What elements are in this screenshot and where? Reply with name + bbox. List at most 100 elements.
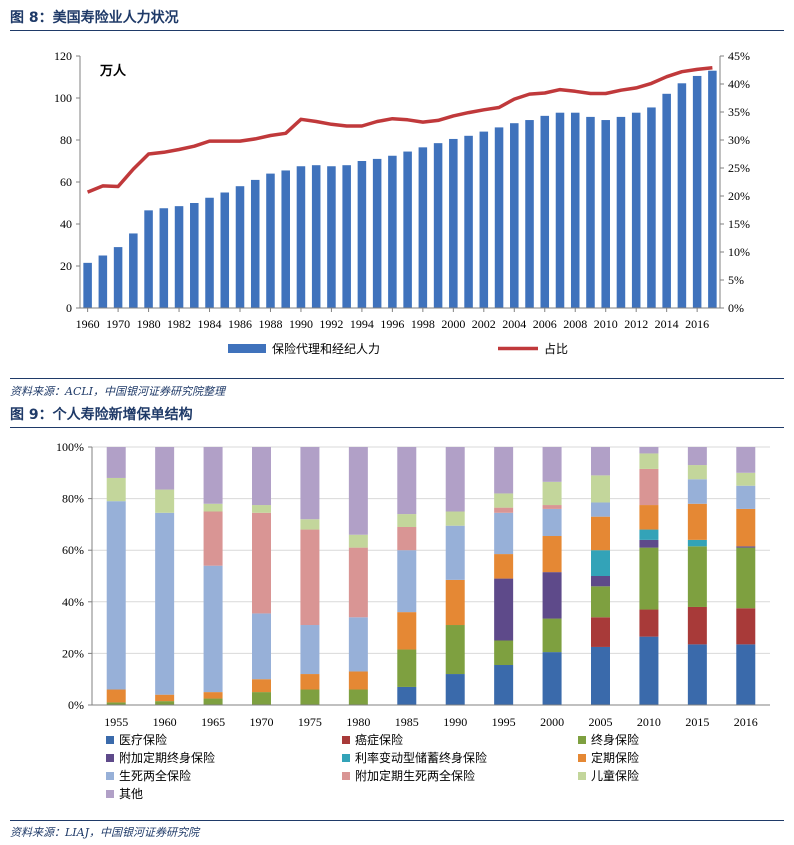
figure8-bar [190, 203, 199, 308]
figure9-bar-segment [203, 565, 223, 693]
figure8-bar [83, 262, 92, 308]
figure9-bar-segment [252, 679, 271, 693]
figure9-bar-segment [397, 447, 417, 515]
figure9-bar-segment [494, 578, 514, 641]
figure9-bar-segment [687, 546, 707, 607]
figure8-x-tick-label: 2010 [594, 317, 618, 331]
figure9-title: 图 9：个人寿险新增保单结构 [10, 407, 193, 423]
figure9-bar-segment [542, 618, 562, 653]
figure8-right-tick-label: 25% [728, 161, 750, 175]
figure9-bar-segment [687, 465, 707, 480]
figure9-bar-segment [591, 550, 610, 576]
figure9-bar-segment [542, 481, 562, 506]
figure9-bar-segment [300, 529, 320, 626]
figure9-bar-segment [639, 539, 659, 548]
figure8-bar [144, 210, 153, 308]
figure8-right-tick-label: 20% [728, 189, 750, 203]
figure9-bar-segment [494, 512, 514, 555]
figure8-title-rule [10, 30, 784, 31]
figure8-right-tick-label: 0% [728, 301, 744, 315]
figure9-bar-segment [300, 689, 320, 705]
figure9-title-rule [10, 427, 784, 428]
figure8-right-tick-label: 40% [728, 77, 750, 91]
figure9-bar-segment [736, 485, 756, 509]
figure9-bar-segment [591, 617, 610, 647]
figure9-bar-segment [687, 503, 707, 540]
figure8-line-share [86, 66, 713, 194]
figure8-bar [296, 166, 306, 308]
figure8-x-tick-label: 2008 [563, 317, 587, 331]
figure8-x-tick-label: 2006 [533, 317, 557, 331]
figure9-bar-segment [494, 507, 514, 513]
figure9-bar-segment [300, 519, 320, 530]
figure9-bar-segment [348, 547, 368, 618]
figure9-bar-segment [203, 511, 223, 566]
figure9-bar-segment [736, 547, 756, 609]
figure9-bar-segment [591, 646, 610, 705]
figure8-bar [159, 208, 169, 308]
figure8-x-tick-label: 2004 [502, 317, 526, 331]
figure9-bar-segment [687, 447, 707, 466]
figure8-bar [616, 116, 626, 309]
figure8-bar [98, 255, 108, 308]
figure9-bar-segment [203, 698, 223, 705]
figure9-bar-segment [300, 625, 320, 675]
figure8-left-tick-label: 80 [60, 133, 72, 147]
figure9-bar-segment [542, 572, 562, 619]
figure9-bar-segment [639, 609, 659, 637]
figure8-bar [647, 107, 656, 308]
figure9-bar-segment [445, 447, 465, 512]
figure9-bar-segment [687, 479, 707, 504]
figure9-bar-segment [542, 652, 562, 705]
figure9-bar-segment [106, 477, 126, 502]
figure9-bar-segment [445, 674, 465, 705]
figure9-bar-segment [300, 674, 320, 690]
figure9-bar-segment [348, 447, 368, 535]
figure9-bar-segment [687, 539, 707, 547]
figure9-bar-segment [445, 579, 465, 626]
figure9-bar-segment [494, 640, 514, 666]
figure9-bar-segment [494, 493, 514, 508]
figure8-source: 资料来源：ACLI，中国银河证券研究院整理 [10, 385, 226, 398]
figure8-right-tick-label: 45% [728, 49, 750, 63]
figure9-bar-segment [106, 689, 126, 703]
figure8-bar [403, 151, 412, 308]
figure8-left-tick-label: 40 [60, 217, 72, 231]
figure9-bar-segment [397, 649, 417, 687]
figure9-bar-segment [445, 525, 465, 580]
figure9-bar-segment [736, 644, 756, 705]
figure9-bar-segment [348, 689, 368, 705]
figure9-bar-segment [252, 692, 271, 705]
figure9-bottom-rule [10, 820, 784, 821]
figure9-legend-label: 附加定期终身保险 [119, 750, 215, 765]
figure9-bar-segment [397, 686, 417, 705]
figure8-bar [433, 143, 443, 308]
figure9-x-tick-label: 1965 [201, 715, 225, 729]
figure8-bar [555, 112, 565, 308]
figure8-bar [479, 131, 489, 308]
figure9-y-tick-label: 100% [56, 440, 84, 454]
figure9-source: 资料来源：LIAJ，中国银河证券研究院 [10, 826, 200, 839]
figure9-legend-swatch [578, 736, 586, 744]
figure9-legend-swatch [578, 772, 586, 780]
figure9-bar-segment [397, 514, 417, 527]
figure9-x-tick-label: 1960 [153, 715, 177, 729]
figure9-bar-segment [639, 468, 659, 506]
figure8-x-tick-label: 1970 [106, 317, 130, 331]
figure9-bar-segment [348, 617, 368, 672]
figure9-bar-segment [542, 536, 562, 573]
figure9-bar-segment [203, 692, 223, 699]
figure9-bar-segment [348, 671, 368, 690]
figure9-bar-segment [155, 489, 175, 513]
figure8-right-tick-label: 15% [728, 217, 750, 231]
figure9-bar-segment [591, 516, 610, 551]
figure8-x-tick-label: 2016 [685, 317, 709, 331]
figure9-legend-label: 附加定期生死两全保险 [355, 768, 475, 783]
figure9-y-tick-label: 60% [62, 543, 84, 557]
figure9-bar-segment [106, 447, 126, 478]
figure8-x-tick-label: 2002 [472, 317, 496, 331]
figure8-bar [692, 75, 702, 308]
figure8-bar [174, 206, 184, 308]
figure9-bar-segment [300, 447, 320, 520]
figure9-bar-segment [445, 625, 465, 675]
